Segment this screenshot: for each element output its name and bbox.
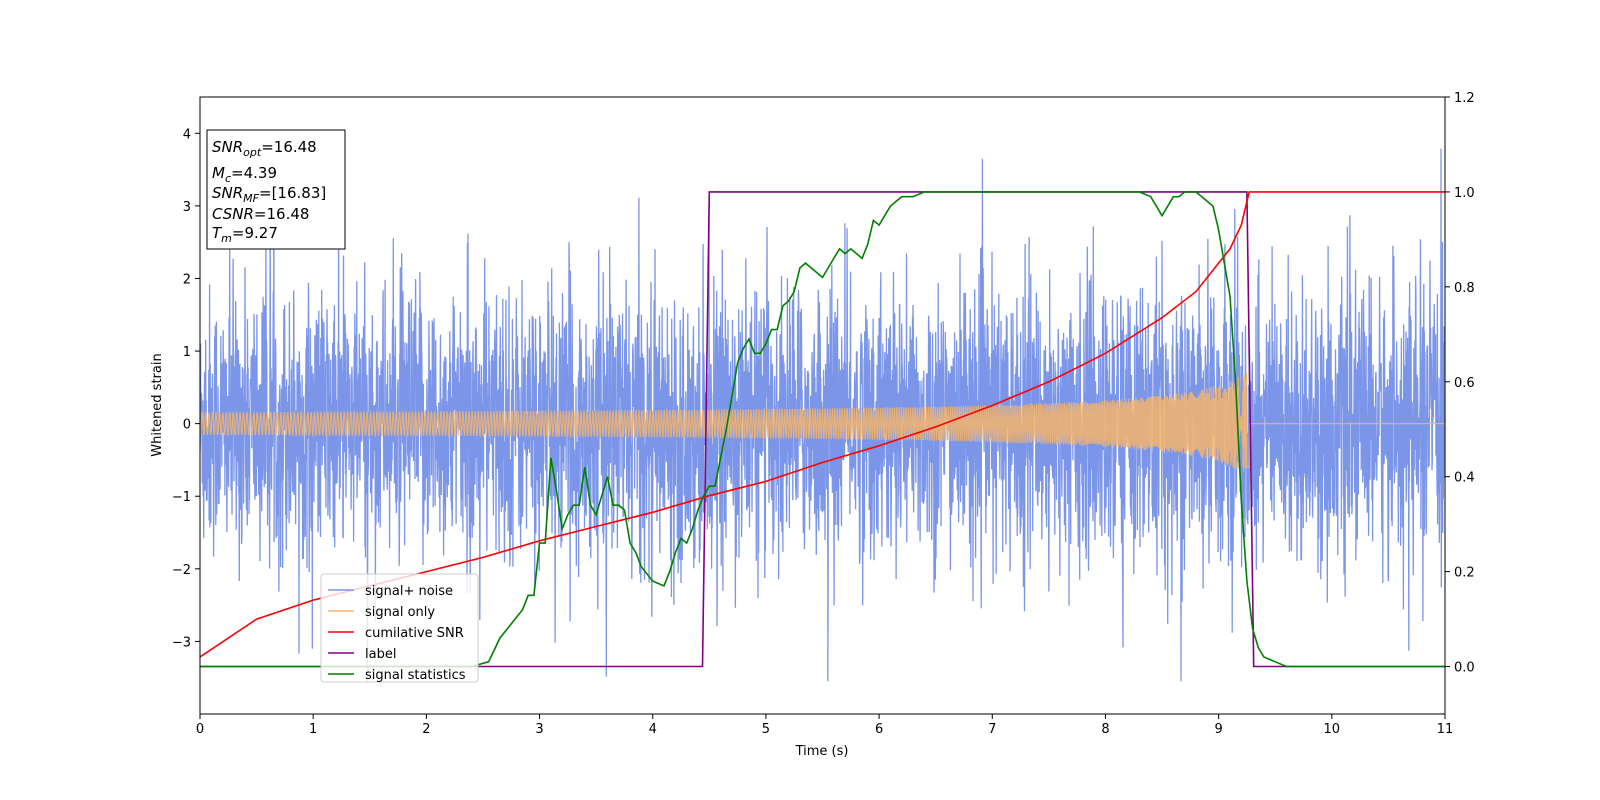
x-axis-title: Time (s): [795, 744, 849, 759]
y-right-tick-label: 1.0: [1454, 186, 1475, 201]
y-left-tick-label: 4: [183, 127, 191, 142]
y-right-tick-label: 1.2: [1454, 91, 1475, 106]
x-tick-label: 11: [1437, 722, 1454, 737]
legend-label: signal+ noise: [365, 584, 453, 599]
x-tick-label: 7: [988, 722, 996, 737]
y-left-tick-label: −2: [172, 563, 191, 578]
x-tick-label: 0: [196, 722, 204, 737]
y-left-tick-label: 2: [183, 272, 191, 287]
csnr-annotation: CSNR=16.48: [212, 205, 309, 223]
legend: signal+ noise signal only cumilative SNR la…: [320, 573, 479, 683]
legend-label: label: [365, 647, 396, 662]
mc-annotation: Mc=4.39: [212, 164, 277, 185]
y-right-tick-label: 0.0: [1454, 661, 1475, 676]
y-axis-title: Whitened strain: [150, 353, 165, 456]
legend-label: signal only: [365, 605, 435, 620]
stats-annotation-box: SNRopt=16.48 Mc=4.39 SNRMF=[16.83] CSNR=…: [206, 129, 346, 250]
x-tick-label: 5: [762, 722, 770, 737]
x-tick-label: 1: [309, 722, 317, 737]
legend-label: cumilative SNR: [365, 626, 464, 641]
y-right-tick-label: 0.6: [1454, 376, 1475, 391]
x-tick-label: 6: [875, 722, 883, 737]
y-left-tick-label: 0: [183, 418, 191, 433]
y-left-tick-label: −3: [172, 635, 191, 650]
signal-statistics-series: [200, 191, 1445, 668]
x-tick-label: 10: [1324, 722, 1341, 737]
x-tick-label: 4: [649, 722, 657, 737]
plot-frame: [199, 96, 1446, 715]
legend-label: signal statistics: [365, 668, 466, 683]
y-left-tick-label: 1: [183, 345, 191, 360]
left-y-axis: −3 −2 −1 0 1 2 3 4: [172, 127, 200, 650]
x-tick-label: 3: [535, 722, 543, 737]
y-right-tick-label: 0.8: [1454, 281, 1475, 296]
y-right-tick-label: 0.2: [1454, 566, 1475, 581]
tm-annotation: Tm=9.27: [212, 224, 278, 245]
snr-opt-annotation: SNRopt=16.48: [212, 138, 317, 159]
x-axis: 0 1 2 3 4 5 6 7 8 9 10 11: [196, 714, 1453, 737]
snr-mf-annotation: SNRMF=[16.83]: [212, 184, 326, 205]
y-right-tick-label: 0.4: [1454, 471, 1475, 486]
right-y-axis: 0.0 0.2 0.4 0.6 0.8 1.0 1.2: [1445, 91, 1475, 676]
y-left-tick-label: −1: [172, 490, 191, 505]
signal-noise-series: [200, 148, 1445, 682]
y-left-tick-label: 3: [183, 200, 191, 215]
x-tick-label: 9: [1214, 722, 1222, 737]
x-tick-label: 8: [1101, 722, 1109, 737]
x-tick-label: 2: [422, 722, 430, 737]
